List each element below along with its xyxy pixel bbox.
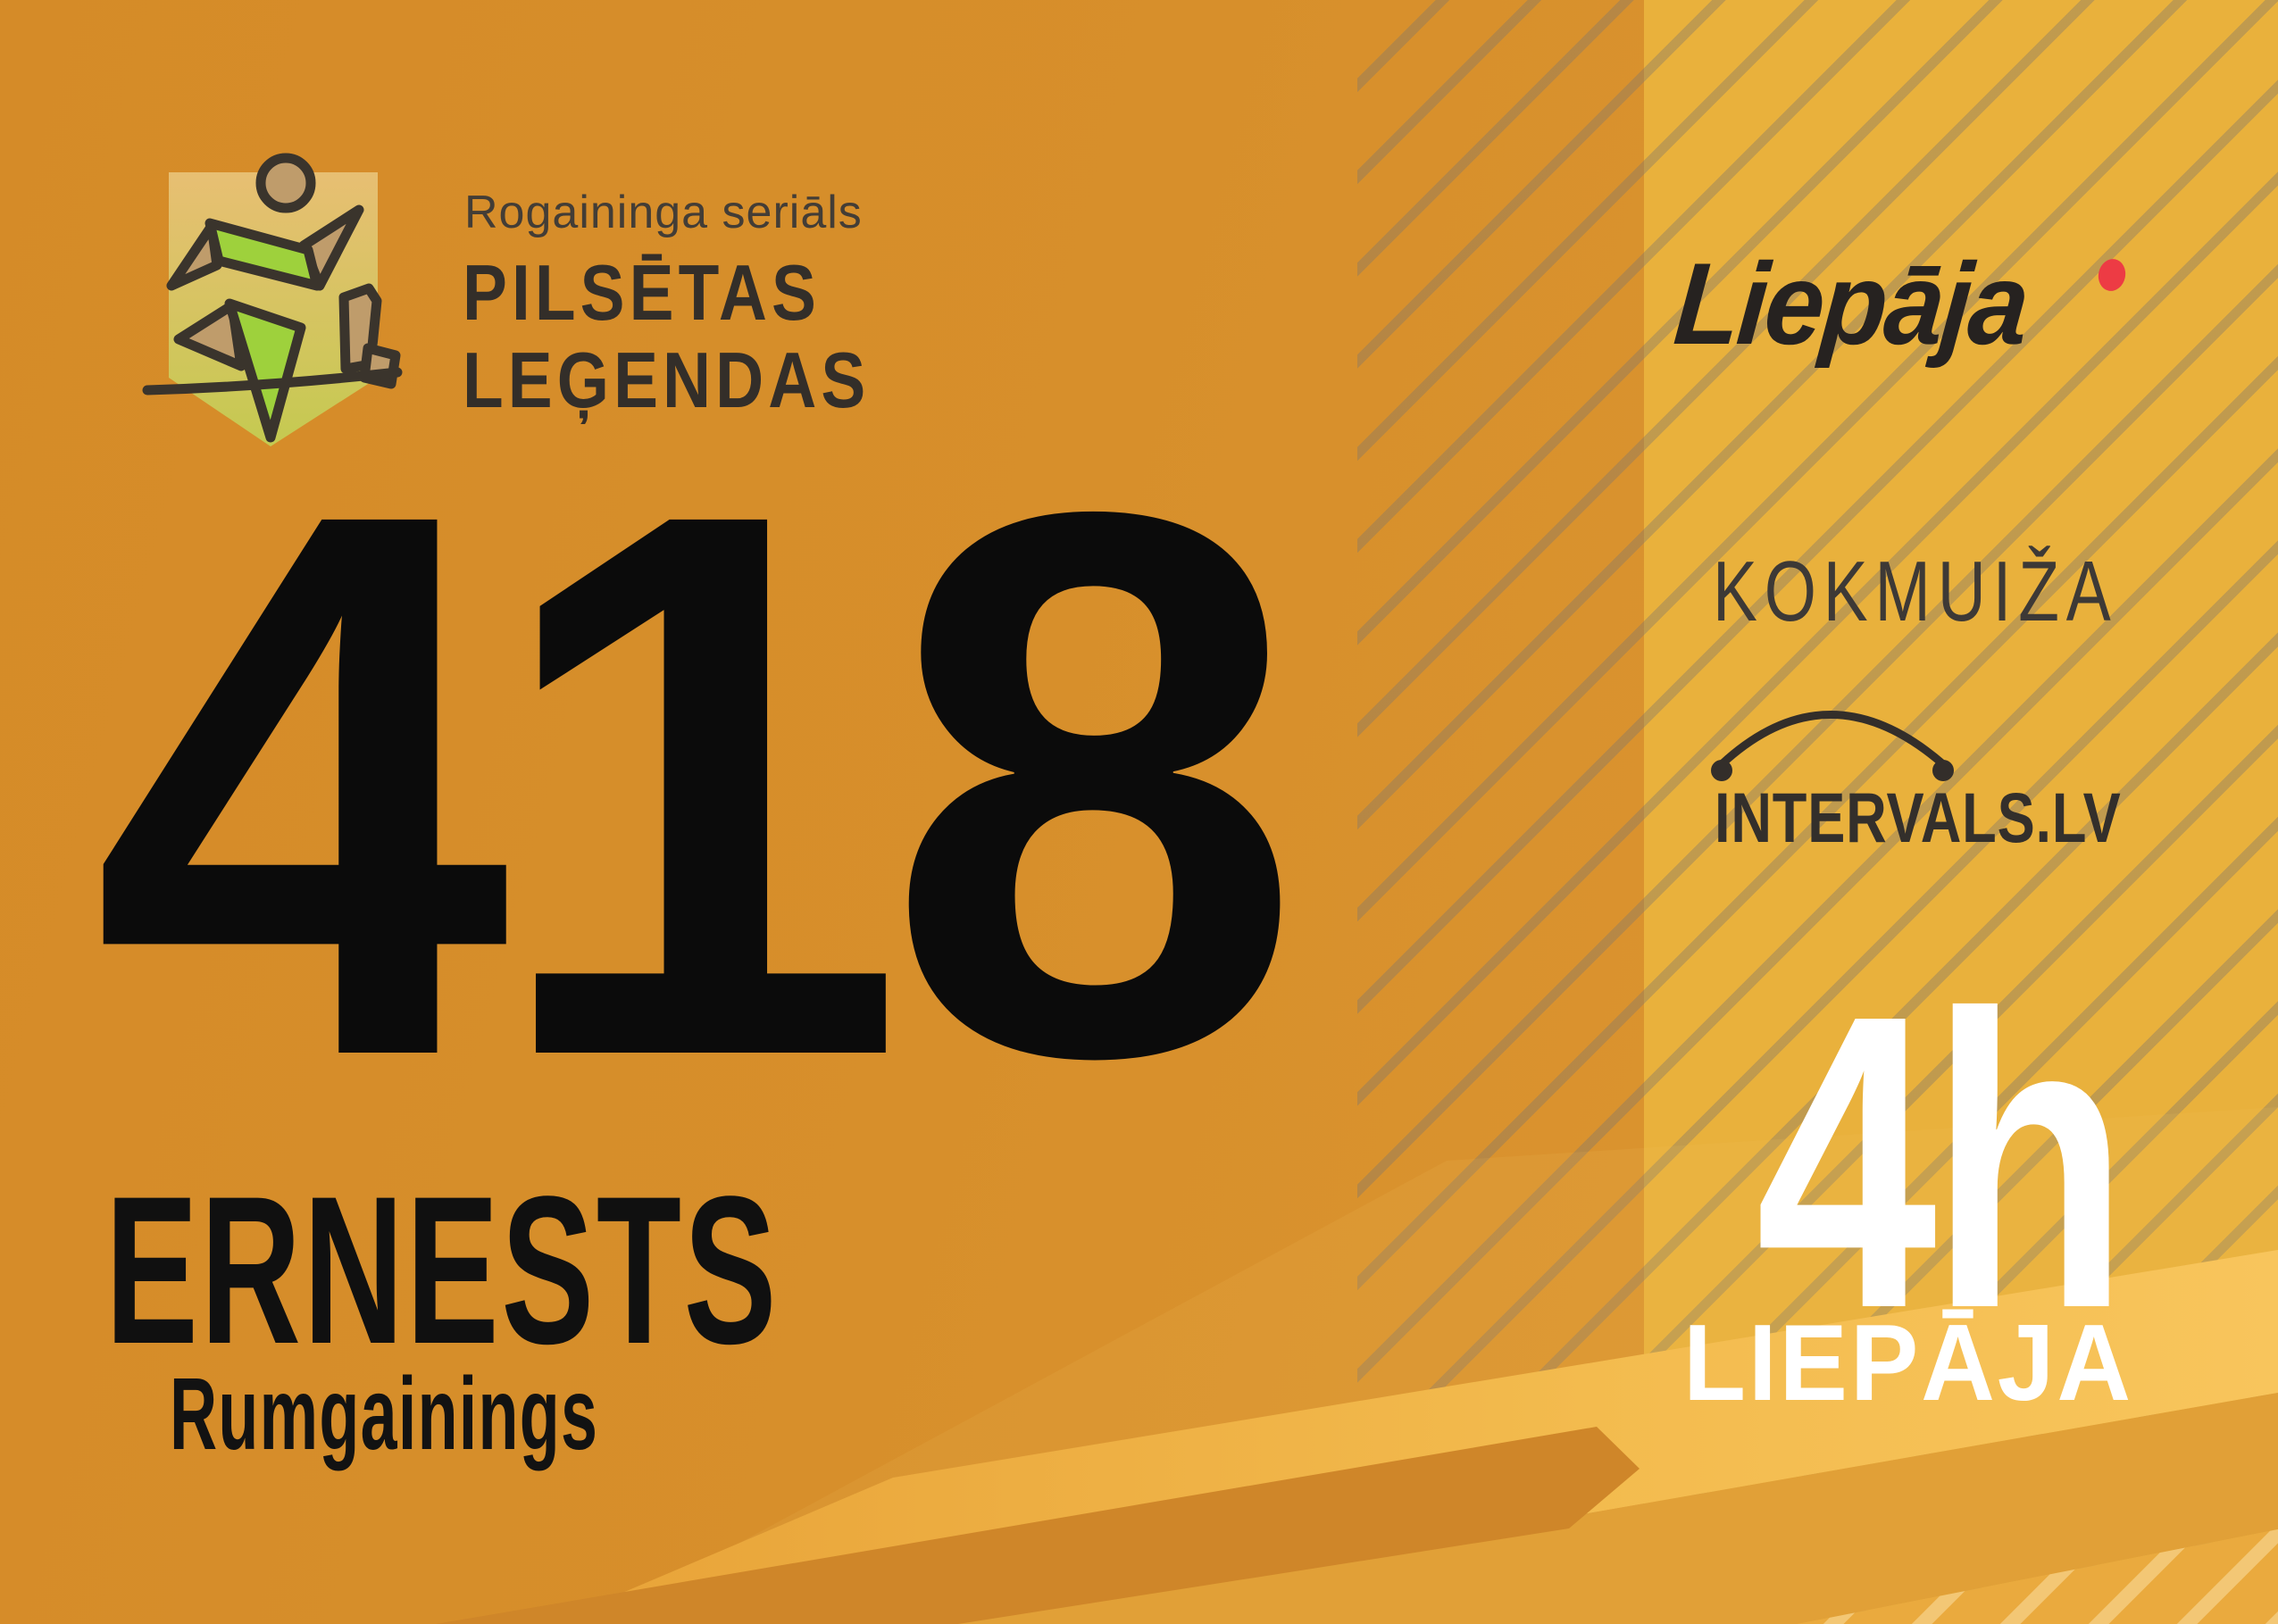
sponsor-intervals: INTERVALS.LV (1715, 778, 2122, 857)
arrow-band (436, 1427, 1640, 1624)
corner-stripes (1798, 1529, 2278, 1624)
event-city: LIEPĀJA (1683, 1302, 2134, 1423)
sponsor-kokmuiza: KOKMUIŽA (1713, 544, 2118, 639)
liepaja-city-logo: Liepāja (1669, 238, 2032, 369)
intervals-arc-icon (1711, 711, 1954, 781)
event-duration: 4h (1756, 929, 2129, 1395)
bib-number: 418 (92, 351, 1303, 1217)
participant-first-name: ERNESTS (105, 1153, 780, 1388)
series-title-line2: LEĢENDAS (463, 336, 871, 424)
runner-shield-icon (142, 153, 403, 446)
liepaja-red-dot-icon (2098, 259, 2126, 291)
series-title-line1: PILSĒTAS (463, 248, 822, 337)
light-band (549, 1250, 2278, 1624)
participant-last-name: Rumgainings (170, 1357, 599, 1471)
series-label: Rogaininga seriāls (464, 187, 863, 238)
